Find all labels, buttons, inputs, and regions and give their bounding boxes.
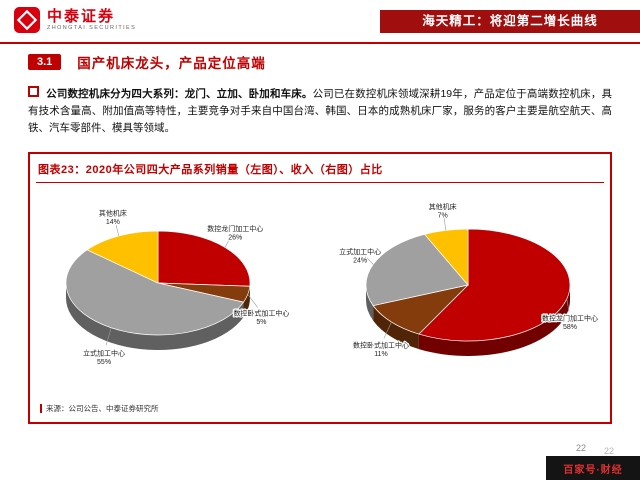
figure-title-divider <box>36 182 604 183</box>
pie-slice-label: 立式加工中心 24% <box>339 247 381 265</box>
brand-text: 中泰证券 ZHONGTAI SECURITIES <box>47 7 137 32</box>
pie-slice <box>418 228 571 342</box>
section-number-badge: 3.1 <box>28 54 62 70</box>
pie-slice-label: 数控龙门加工中心 26% <box>207 224 263 242</box>
pie-slice-label: 立式加工中心 55% <box>83 348 125 366</box>
pie-label-leader <box>224 233 233 248</box>
pie-slice <box>365 233 469 307</box>
pie-charts-canvas: 数控龙门加工中心 26%数控卧式加工中心 5%立式加工中心 55%其他机床 14%数控龙… <box>65 201 599 367</box>
body-lead-text: 公司数控机床分为四大系列：龙门、立加、卧加和车床。 <box>46 88 313 100</box>
pie-slice-label: 数控卧式加工中心 11% <box>353 341 409 359</box>
pie-charts-area: 数控龙门加工中心 26% 数控卧式加工中心 5% 立式加工中心 55% 其他机床 14% 数控龙… <box>30 187 610 407</box>
source-tick-icon <box>40 404 42 413</box>
bullet-square-icon <box>28 86 39 97</box>
pie-label-leader <box>105 327 112 346</box>
section-title: 国产机床龙头，产品定位高端 <box>77 56 266 71</box>
body-rest-text: 公司已在数控机床领域深耕19年，产品定位于高端数控机床，具有技术含量高、附加值高… <box>28 88 612 134</box>
pie-slice-label: 数控卧式加工中心 5% <box>233 309 289 327</box>
pie-label-leader <box>443 212 447 231</box>
pie-slice <box>423 228 469 286</box>
section-heading: 3.1 国产机床龙头，产品定位高端 <box>28 52 266 72</box>
report-title-banner: 海天精工：将迎第二增长曲线 <box>380 10 640 33</box>
source-text: 来源：公司公告、中泰证券研究所 <box>46 404 159 413</box>
pie-slice-side <box>373 305 419 350</box>
brand-name-en: ZHONGTAI SECURITIES <box>47 25 137 32</box>
figure-title: 图表23：2020年公司四大产品系列销量（左图）、收入（右图）占比 <box>38 164 383 176</box>
watermark-text: 百家号·财经 <box>563 464 623 476</box>
zhongtai-logo-icon <box>14 7 40 33</box>
pie-label-leader <box>383 321 392 339</box>
pie-label-leader <box>114 219 120 237</box>
watermark-overlay: 百家号·财经 <box>546 456 640 480</box>
pie-chart-0: 数控龙门加工中心 26% 数控卧式加工中心 5% 立式加工中心 55% 其他机床 14% <box>65 207 291 367</box>
pie-slice <box>157 230 251 287</box>
brand-logo: 中泰证券 ZHONGTAI SECURITIES <box>14 7 136 33</box>
pie-slice-label: 数控龙门加工中心 58% <box>542 313 598 331</box>
pie-slice-side <box>418 285 570 356</box>
pie-slice <box>86 230 159 284</box>
pie-slice-label: 其他机床 14% <box>99 209 127 227</box>
pie-slice-label: 其他机床 7% <box>429 202 457 220</box>
pie-label-leader <box>363 254 374 265</box>
header-divider <box>0 42 640 44</box>
pie-label-leader <box>247 294 258 308</box>
pie-slice <box>372 284 470 335</box>
pie-label-leader <box>566 298 570 313</box>
brand-name-cn: 中泰证券 <box>47 7 116 25</box>
figure-panel: 图表23：2020年公司四大产品系列销量（左图）、收入（右图）占比 数控龙门加工… <box>28 152 612 424</box>
page-number-overlay: 22 <box>603 446 614 456</box>
body-paragraph: 公司数控机床分为四大系列：龙门、立加、卧加和车床。公司已在数控机床领域深耕19年… <box>28 86 612 137</box>
page-number: 22 <box>575 443 586 453</box>
pie-slice-side <box>366 285 374 321</box>
pie-chart-1: 数控龙门加工中心 58% 数控卧式加工中心 11% 立式加工中心 24% 其他机床 7% <box>338 201 599 360</box>
source-note: 来源：公司公告、中泰证券研究所 <box>40 403 159 414</box>
pie-slice-side <box>66 283 244 350</box>
